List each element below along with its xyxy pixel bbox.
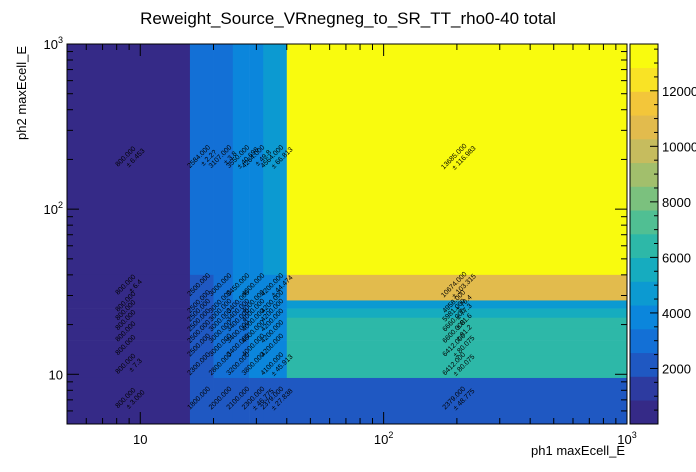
heatmap-cell [213,308,234,319]
heatmap-cell [232,340,250,356]
heatmap-cells [67,44,628,425]
heatmap-cell [67,44,191,276]
heatmap-cell [213,355,234,379]
colorbar-segment [630,329,658,354]
y-axis-label: ph2 maxEcell_E [14,46,29,140]
heatmap-cell [189,44,214,276]
heatmap-cell [249,317,264,329]
heatmap-cell [213,300,234,309]
heatmap-cell [263,317,288,329]
heatmap-cell [232,355,250,379]
colorbar-segment [630,376,658,401]
heatmap-cell [249,328,264,341]
heatmap-cell [67,308,191,319]
heatmap-cell [249,274,264,301]
heatmap-cell [249,44,264,276]
heatmap-cell [232,328,250,341]
heatmap-cell [263,377,288,425]
heatmap-cell [263,328,288,341]
heatmap-cell [189,274,214,301]
colorbar-segment [630,91,658,116]
heatmap-cell [286,355,628,379]
heatmap-cell [213,340,234,356]
heatmap-cell [249,308,264,319]
colorbar-segment [630,352,658,377]
heatmap-cell [249,355,264,379]
heatmap-cell [189,317,214,329]
heatmap-cell [67,328,191,341]
heatmap-cell [286,340,628,356]
heatmap-cell [213,274,234,301]
heatmap-cell [286,44,628,276]
colorbar-segment [630,139,658,164]
heatmap-cell [286,274,628,301]
y-tick-label: 102 [44,200,63,217]
x-axis-label: ph1 maxEcell_E [531,443,625,458]
heatmap-cell [67,355,191,379]
heatmap-cell [263,44,288,276]
colorbar-tick-label: 6000 [662,250,691,265]
heatmap-cell [213,317,234,329]
heatmap-cell [67,300,191,309]
colorbar-segment [630,67,658,92]
heatmap-cell [232,274,250,301]
colorbar-segment [630,210,658,235]
colorbar-segment [630,162,658,187]
colorbar-segment [630,257,658,282]
heatmap-cell [263,300,288,309]
heatmap-cell [263,308,288,319]
heatmap-cell [249,377,264,425]
heatmap-cell [286,377,628,425]
heatmap-cell [189,328,214,341]
colorbar-segment [630,305,658,330]
heatmap-cell [263,340,288,356]
y-tick-label: 103 [44,35,63,52]
heatmap-cell [189,355,214,379]
heatmap-cell [67,340,191,356]
colorbar-segment [630,44,658,69]
heatmap-cell [286,308,628,319]
heatmap-cell [232,377,250,425]
heatmap-cell [232,44,250,276]
colorbar-frame [629,43,659,425]
colorbar-segment [630,115,658,140]
heatmap-cell [67,274,191,301]
plot-frame [66,43,628,425]
x-tick-label: 102 [374,430,393,447]
colorbar-tick-label: 12000 [662,84,696,99]
heatmap-cell [232,300,250,309]
heatmap-cell [67,317,191,329]
colorbar-tick-label: 2000 [662,361,691,376]
y-tick-label: 10 [49,367,63,382]
colorbar-segment [630,281,658,306]
heatmap-cell [189,377,214,425]
heatmap-cell [263,355,288,379]
heatmap-cell [213,44,234,276]
colorbar-segment [630,234,658,259]
heatmap-cell [249,340,264,356]
colorbar-segment [630,400,658,425]
heatmap-cell [286,328,628,341]
x-tick-label: 10 [133,432,147,447]
heatmap-cell [189,300,214,309]
colorbar-tick-label: 10000 [662,139,696,154]
heatmap-cell [232,308,250,319]
chart-title: Reweight_Source_VRnegneg_to_SR_TT_rho0-4… [140,9,556,28]
colorbar-tick-label: 8000 [662,195,691,210]
heatmap-cell [249,300,264,309]
heatmap-cell [67,377,191,425]
heatmap-cell [189,308,214,319]
heatmap-cell [213,377,234,425]
heatmap-cell [189,340,214,356]
heatmap-cell [286,300,628,309]
heatmap-cell [232,317,250,329]
heatmap-cell [213,328,234,341]
colorbar-tick-label: 4000 [662,306,691,321]
colorbar-segment [630,186,658,211]
heatmap-cell [286,317,628,329]
colorbar: 2000 4000 6000 8000 10000 12000 [629,43,696,425]
heatmap-cell [263,274,288,301]
